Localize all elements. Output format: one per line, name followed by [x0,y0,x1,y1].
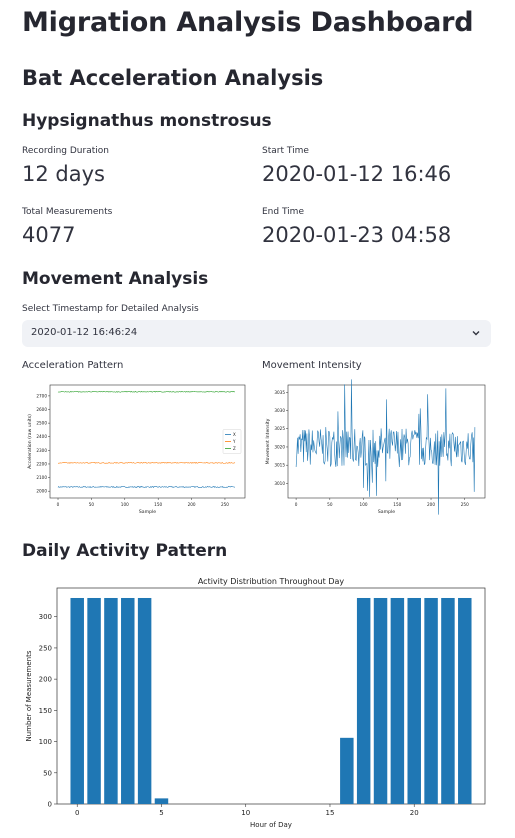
x-tick-label: 250 [461,502,469,507]
bar-hour-5 [154,798,169,804]
x-tick-label: 250 [221,502,229,507]
y-tick-label: 2300 [36,448,47,453]
legend-label-z: Z [233,446,236,451]
x-tick-label: 150 [154,502,162,507]
metric-value-end-time: 2020-01-23 04:58 [262,223,452,247]
y-tick-label: 2100 [36,475,47,480]
y-tick-label: 3035 [274,390,285,395]
x-axis-label: Hour of Day [250,821,292,829]
y-tick-label: 3020 [274,444,285,449]
bar-hour-1 [87,597,101,804]
metric-value-duration: 12 days [22,162,105,186]
legend-box [222,429,242,454]
timestamp-select[interactable]: 2020-01-12 16:46:24 [22,320,491,347]
y-axis-label: Acceleration (raw units) [27,414,33,469]
bar-hour-17 [356,597,371,804]
metric-value-total-measurements: 4077 [22,223,76,247]
plot-frame [49,384,246,499]
x-tick-label: 50 [327,502,333,507]
x-tick-label: 0 [75,809,79,817]
series-line-movement-intensity [295,379,476,515]
bar-hour-21 [424,597,438,804]
bar-hour-4 [137,597,152,804]
metric-value-start-time: 2020-01-12 16:46 [262,162,452,186]
bar-hour-22 [441,597,455,804]
acceleration-caption: Acceleration Pattern [22,360,124,371]
y-tick-label: 250 [39,644,52,652]
x-tick-label: 0 [57,502,60,507]
bar-hour-16 [340,737,354,804]
y-tick-label: 2600 [36,407,47,412]
y-tick-label: 2500 [36,421,47,426]
page-title: Migration Analysis Dashboard [22,7,474,38]
chevron-down-icon [472,331,480,336]
y-tick-label: 300 [39,613,52,621]
y-tick-label: 3010 [274,481,285,486]
y-tick-label: 2200 [36,461,47,466]
y-axis-label: Movement Intensity [265,418,271,464]
metric-label-duration: Recording Duration [22,146,109,156]
y-tick-label: 2000 [36,489,47,494]
series-line-z [57,390,236,393]
y-tick-label: 150 [39,707,52,715]
legend-label-y: Y [232,439,236,444]
bar-hour-18 [373,597,388,804]
bar-hour-3 [121,597,135,804]
species-heading: Hypsignathus monstrosus [22,111,272,131]
timestamp-select-value: 2020-01-12 16:46:24 [31,327,138,338]
y-tick-label: 3015 [274,463,285,468]
daily-activity-heading: Daily Activity Pattern [22,541,228,561]
movement-intensity-chart: 0 50 100 150 200 250 3010 3015 3020 3025 3030 3035 S… [265,379,486,515]
chart-title: Activity Distribution Throughout Day [198,577,345,586]
bar-hour-23 [458,597,472,804]
section-title: Bat Acceleration Analysis [22,66,324,90]
y-tick-label: 50 [43,769,52,777]
movement-heading: Movement Analysis [22,269,209,289]
x-tick-label: 50 [89,502,95,507]
intensity-caption: Movement Intensity [262,360,362,371]
x-tick-label: 200 [427,502,435,507]
y-tick-label: 2400 [36,434,47,439]
metric-label-end-time: End Time [262,207,304,217]
x-axis-label: Sample [378,509,395,515]
y-axis-label: Number of Measurements [25,650,33,741]
series-line-x [57,485,236,489]
series-line-y [57,462,236,464]
acceleration-chart: 0 50 100 150 200 250 2000 2100 2200 2300 2400 2500 2… [27,384,246,515]
y-tick-label: 3030 [274,408,285,413]
bar-hour-19 [390,597,405,804]
daily-activity-chart: Activity Distribution Throughout Day0501… [25,577,486,829]
x-tick-label: 0 [295,502,298,507]
x-tick-label: 5 [159,809,163,817]
metric-label-start-time: Start Time [262,146,309,156]
bar-hour-20 [407,597,421,804]
legend-label-x: X [233,432,236,437]
bar-hour-2 [104,597,118,804]
x-tick-label: 15 [326,809,335,817]
x-tick-label: 20 [410,809,419,817]
x-axis-label: Sample [139,509,156,515]
y-tick-label: 0 [48,801,52,809]
timestamp-select-label: Select Timestamp for Detailed Analysis [22,304,199,314]
bar-hour-0 [70,597,84,804]
y-tick-label: 2700 [36,393,47,398]
x-tick-label: 10 [241,809,250,817]
x-tick-label: 100 [121,502,129,507]
x-tick-label: 200 [188,502,196,507]
metric-label-total-measurements: Total Measurements [22,207,113,217]
x-tick-label: 150 [393,502,401,507]
y-tick-label: 3025 [274,426,285,431]
x-tick-label: 100 [360,502,368,507]
y-tick-label: 100 [39,738,52,746]
y-tick-label: 200 [39,676,52,684]
